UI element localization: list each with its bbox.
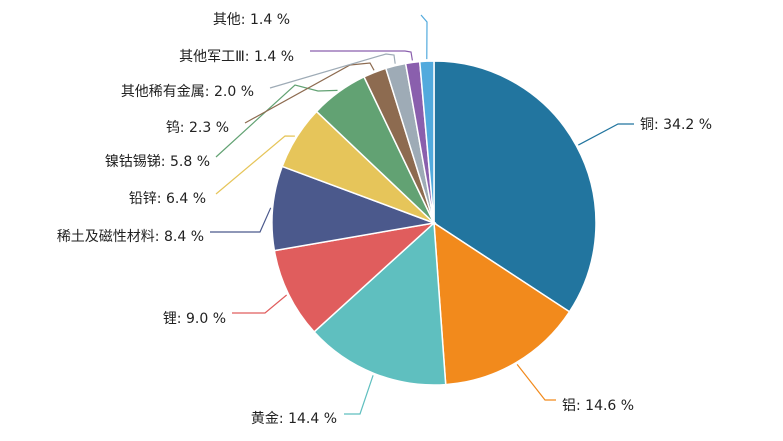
leader-line <box>420 14 428 60</box>
leader-line <box>215 135 295 195</box>
slice-label: 黄金: 14.4 % <box>251 410 337 427</box>
pie-slice[interactable] <box>313 221 447 386</box>
pie-slice[interactable] <box>271 165 437 252</box>
leader-line <box>244 62 375 124</box>
leader-line <box>210 207 272 233</box>
slice-label: 稀土及磁性材料: 8.4 % <box>57 229 204 245</box>
pie-slice[interactable] <box>418 60 435 224</box>
leader-line <box>232 294 288 314</box>
slice-label: 钨: 2.3 % <box>166 120 229 136</box>
leader-line <box>310 50 413 61</box>
slice-label: 其他军工Ⅲ: 1.4 % <box>179 49 294 65</box>
pie-slice[interactable] <box>433 221 571 386</box>
slice-label: 镍钴锡锑: 5.8 % <box>105 154 210 170</box>
leader-line <box>215 84 338 158</box>
slice-label: 其他: 1.4 % <box>213 12 290 28</box>
leader-line <box>344 375 374 415</box>
slice-label: 铜: 34.2 % <box>640 117 712 133</box>
pie-slice[interactable] <box>273 221 437 333</box>
leader-line <box>578 123 634 146</box>
slice-label: 其他稀有金属: 2.0 % <box>121 84 254 100</box>
leader-line <box>269 53 396 89</box>
leader-line <box>516 364 556 401</box>
slice-label: 铝: 14.6 % <box>562 398 634 414</box>
slice-label: 铅锌: 6.4 % <box>129 191 206 207</box>
slice-label: 锂: 9.0 % <box>163 311 226 327</box>
